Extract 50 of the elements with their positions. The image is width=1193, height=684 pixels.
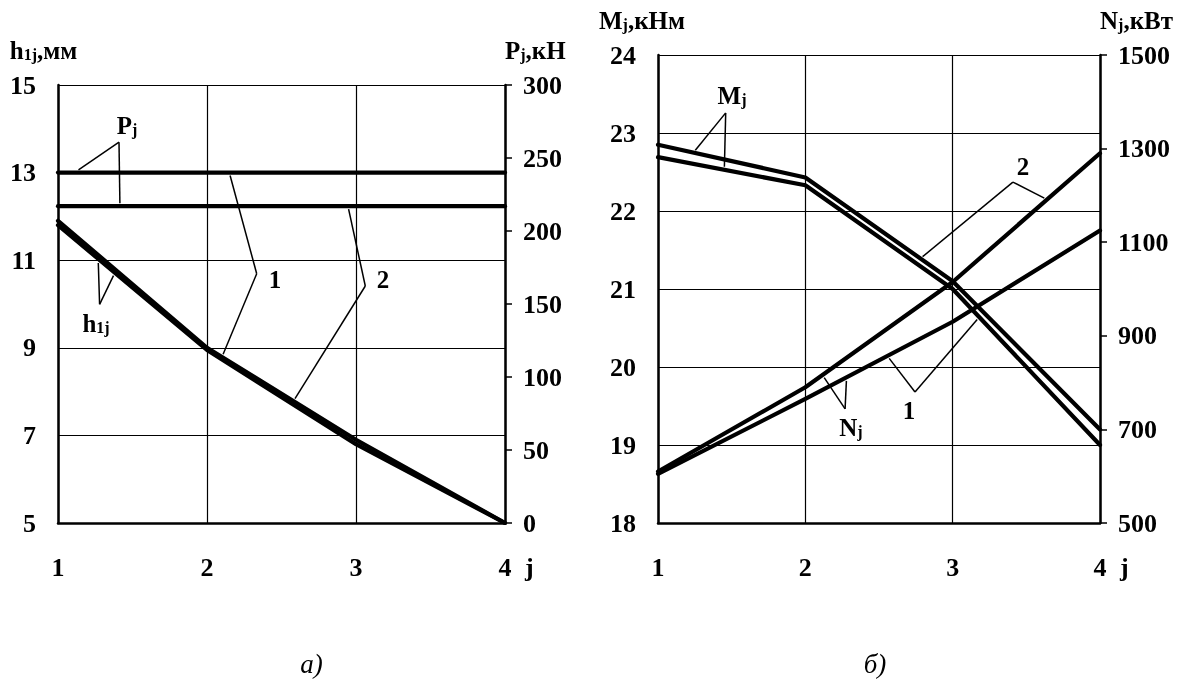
x-tick-label: 4 <box>1093 552 1107 582</box>
y2-tick-label: 1100 <box>1118 227 1169 257</box>
y-tick-label: 22 <box>610 196 637 226</box>
y-tick-label: 24 <box>610 40 637 70</box>
annotation: 1 <box>268 265 282 293</box>
x-tick-label: 4 <box>498 552 512 582</box>
y-tick-label: 19 <box>610 430 637 460</box>
y2-axis-title: Pj,кН <box>505 36 567 64</box>
x-tick-label: 3 <box>349 552 363 582</box>
y2-tick-label: 50 <box>523 435 549 465</box>
y-tick-label: 13 <box>10 158 36 188</box>
y2-axis-title: Nj,кВт <box>1100 6 1173 34</box>
y-axis-title: h1j,мм <box>9 36 78 64</box>
y2-tick-label: 1500 <box>1118 40 1170 70</box>
y-axis-title: Mj,кНм <box>598 6 686 34</box>
y-tick-label: 11 <box>11 245 36 275</box>
y2-tick-label: 100 <box>523 362 562 392</box>
x-axis-title: j <box>524 552 534 582</box>
annotation: Pj <box>116 111 138 139</box>
x-tick-label: 2 <box>798 552 812 582</box>
x-tick-label: 3 <box>946 552 960 582</box>
x-axis-title: j <box>1119 552 1129 582</box>
y2-tick-label: 0 <box>523 508 536 538</box>
y2-tick-label: 250 <box>523 143 562 173</box>
y-tick-label: 9 <box>23 333 36 363</box>
annotation: 2 <box>1016 152 1030 180</box>
x-tick-label: 1 <box>651 552 665 582</box>
y2-tick-label: 200 <box>523 216 562 246</box>
annotation: h1j <box>82 309 110 337</box>
y-tick-label: 15 <box>10 70 36 100</box>
x-tick-label: 1 <box>51 552 65 582</box>
y2-tick-label: 700 <box>1118 414 1157 444</box>
x-tick-label: 2 <box>200 552 214 582</box>
text: а) <box>300 649 323 679</box>
y2-tick-label: 150 <box>523 289 562 319</box>
y-tick-label: 5 <box>23 508 36 538</box>
y-tick-label: 21 <box>610 274 637 304</box>
y-tick-label: 18 <box>610 508 637 538</box>
annotation: 2 <box>376 265 390 293</box>
y-tick-label: 7 <box>23 420 36 450</box>
annotation: Mj <box>717 81 747 109</box>
y2-tick-label: 1300 <box>1118 134 1170 164</box>
annotation: 1 <box>902 396 916 424</box>
y2-tick-label: 500 <box>1118 508 1157 538</box>
text: б) <box>863 649 887 679</box>
annotation: Nj <box>839 413 863 441</box>
y-tick-label: 23 <box>610 118 637 148</box>
y2-tick-label: 900 <box>1118 321 1157 351</box>
y-tick-label: 20 <box>610 352 637 382</box>
y2-tick-label: 300 <box>523 70 562 100</box>
